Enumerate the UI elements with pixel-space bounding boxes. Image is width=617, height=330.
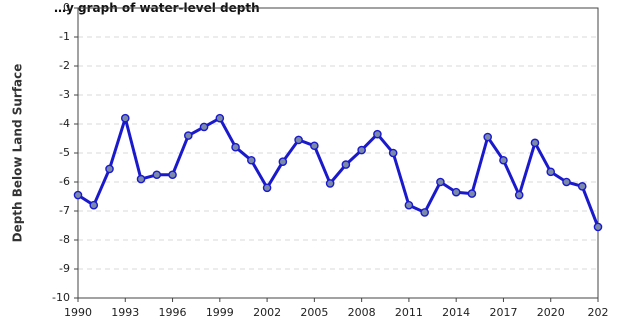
data-point[interactable] xyxy=(514,190,524,200)
data-point[interactable] xyxy=(325,179,335,188)
y-tick-label: -1 xyxy=(59,30,70,43)
x-tick-label: 2005 xyxy=(300,306,328,319)
data-point[interactable] xyxy=(546,167,556,177)
x-tick-label: 2014 xyxy=(442,306,470,319)
data-point[interactable] xyxy=(278,157,288,166)
data-point[interactable] xyxy=(562,177,571,187)
data-point[interactable] xyxy=(73,190,83,200)
data-point[interactable] xyxy=(341,160,351,169)
data-point[interactable] xyxy=(262,183,272,193)
data-point[interactable] xyxy=(105,164,114,174)
y-axis-ticks: 0 -1 -2 -3 -4 -5 -6 -7 -8 -9 -10 xyxy=(52,1,78,304)
data-point[interactable] xyxy=(152,170,162,180)
data-point[interactable] xyxy=(294,135,303,145)
series-line xyxy=(76,116,600,229)
y-tick-label: -9 xyxy=(59,262,70,275)
data-point[interactable] xyxy=(420,208,429,217)
data-point[interactable] xyxy=(357,145,366,155)
data-point[interactable] xyxy=(388,148,398,158)
y-tick-label: 0 xyxy=(63,1,70,14)
data-point[interactable] xyxy=(184,131,193,140)
data-point[interactable] xyxy=(499,155,508,165)
y-tick-label: -8 xyxy=(59,233,70,246)
y-tick-label: -4 xyxy=(59,117,70,130)
data-point[interactable] xyxy=(593,222,603,232)
data-point[interactable] xyxy=(404,200,414,210)
x-tick-label: 2020 xyxy=(537,306,565,319)
x-tick-label: 2008 xyxy=(348,306,376,319)
data-point[interactable] xyxy=(199,122,209,132)
y-tick-label: -10 xyxy=(52,291,70,304)
data-point[interactable] xyxy=(215,113,225,123)
y-tick-label: -7 xyxy=(59,204,70,217)
x-tick-label: 1999 xyxy=(206,306,234,319)
data-point[interactable] xyxy=(577,182,587,191)
x-tick-label: 1993 xyxy=(111,306,139,319)
x-tick-label: 2002 xyxy=(253,306,281,319)
grid-layer xyxy=(78,36,598,270)
y-axis-label: Depth Below Land Surface xyxy=(11,64,25,243)
x-tick-label: 202 xyxy=(588,306,609,319)
data-point[interactable] xyxy=(451,187,461,197)
data-point[interactable] xyxy=(483,132,492,142)
x-tick-label: 1990 xyxy=(64,306,92,319)
y-tick-label: -6 xyxy=(59,175,70,188)
data-point[interactable] xyxy=(436,177,445,187)
data-point[interactable] xyxy=(373,129,382,139)
x-tick-label: 2017 xyxy=(489,306,517,319)
data-point[interactable] xyxy=(231,142,240,152)
data-point[interactable] xyxy=(136,174,146,184)
series-layer xyxy=(73,113,603,232)
data-point[interactable] xyxy=(310,141,319,151)
data-point[interactable] xyxy=(467,189,477,198)
data-point[interactable] xyxy=(89,200,99,210)
y-tick-label: -5 xyxy=(59,146,70,159)
x-axis-ticks: 1990 1993 1996 1999 2002 2005 2008 2011 2014 2017… xyxy=(64,298,609,319)
y-tick-label: -3 xyxy=(59,88,70,101)
data-point[interactable] xyxy=(530,138,540,148)
x-tick-label: 2011 xyxy=(395,306,423,319)
x-tick-label: 1996 xyxy=(159,306,187,319)
data-point[interactable] xyxy=(120,113,130,123)
data-point[interactable] xyxy=(168,170,177,180)
data-point[interactable] xyxy=(247,155,256,165)
y-tick-label: -2 xyxy=(59,59,70,72)
